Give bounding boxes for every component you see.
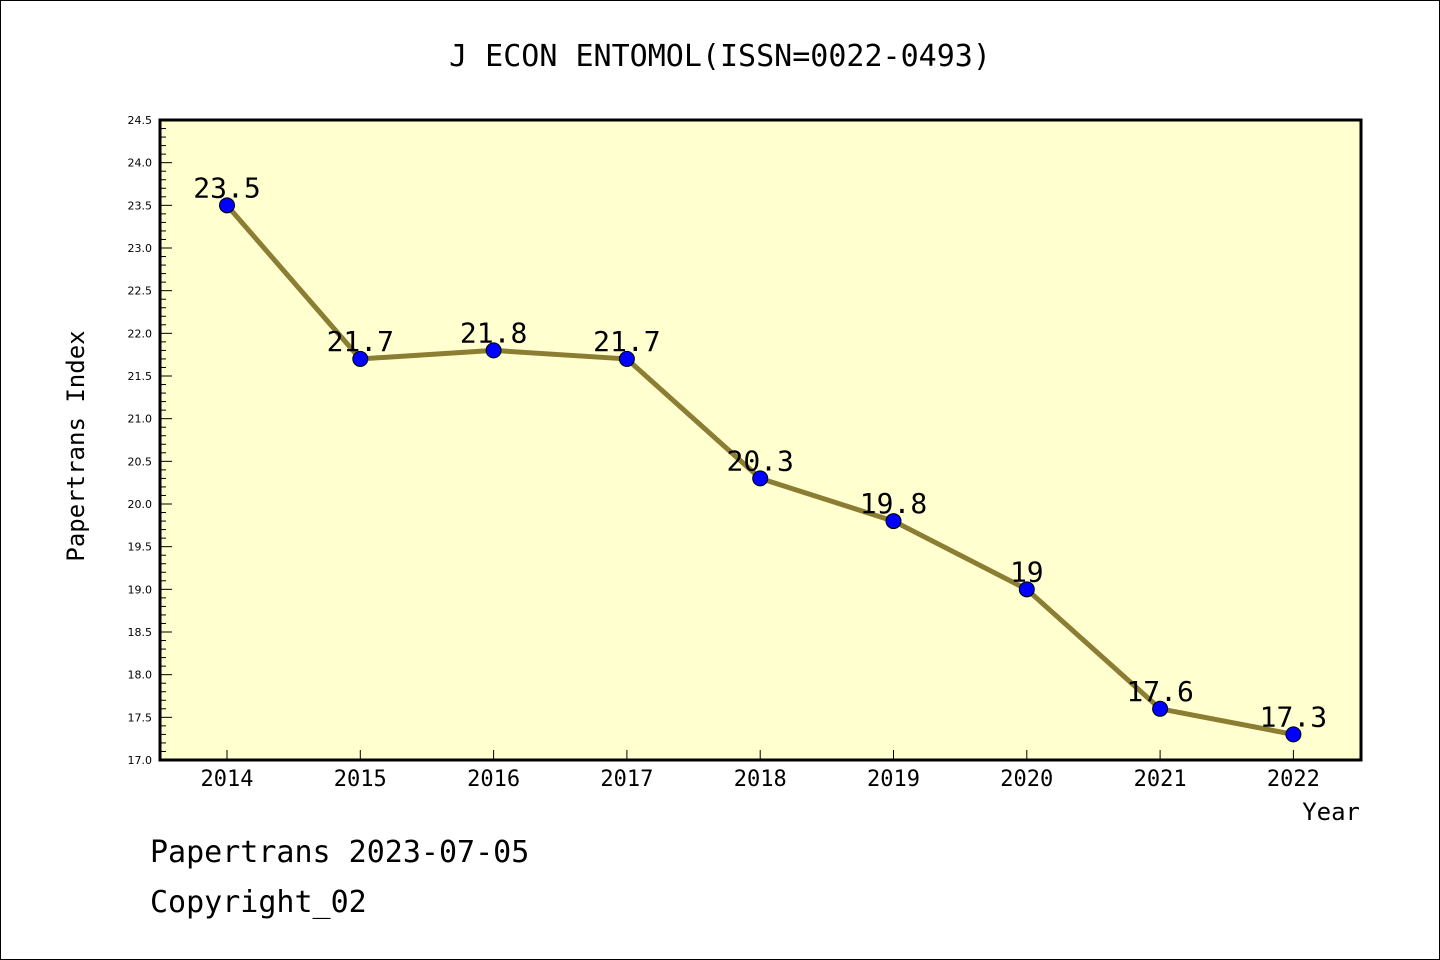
y-tick-label: 22.0 bbox=[128, 327, 153, 340]
data-label: 23.5 bbox=[193, 171, 260, 204]
x-tick-label: 2019 bbox=[867, 767, 920, 792]
x-axis-ticks: 2014 2015 2016 2017 2018 2019 2020 2021 2022 bbox=[201, 750, 1320, 792]
data-label: 19.8 bbox=[860, 487, 927, 520]
y-tick-label: 23.0 bbox=[128, 242, 153, 255]
data-point bbox=[885, 513, 902, 530]
data-point bbox=[1285, 726, 1302, 743]
x-tick-label: 2017 bbox=[600, 767, 653, 792]
x-tick-label: 2022 bbox=[1267, 767, 1320, 792]
data-labels: 23.5 21.7 21.8 21.7 20.3 19.8 19 17.6 17.3 bbox=[193, 171, 1327, 733]
data-point bbox=[1018, 581, 1035, 598]
x-tick-label: 2021 bbox=[1134, 767, 1187, 792]
data-point bbox=[1152, 700, 1169, 717]
x-axis-label: Year bbox=[1302, 798, 1360, 826]
data-label: 21.8 bbox=[460, 316, 527, 349]
x-tick-label: 2020 bbox=[1000, 767, 1053, 792]
y-tick-label: 20.0 bbox=[128, 498, 153, 511]
data-label: 21.7 bbox=[593, 325, 660, 358]
footer-copyright: Copyright_02 bbox=[150, 885, 367, 920]
y-tick-label: 19.5 bbox=[128, 541, 153, 554]
data-label: 19 bbox=[1010, 555, 1044, 588]
y-tick-label: 21.5 bbox=[128, 370, 153, 383]
y-tick-label: 24.0 bbox=[128, 157, 153, 170]
y-tick-label: 18.0 bbox=[128, 669, 153, 682]
plot-area bbox=[158, 118, 1363, 762]
data-label: 21.7 bbox=[327, 325, 394, 358]
data-point bbox=[752, 470, 769, 487]
data-label: 20.3 bbox=[726, 444, 793, 477]
y-tick-label: 24.5 bbox=[128, 114, 153, 127]
y-axis-label: Papertrans Index bbox=[62, 330, 90, 561]
y-tick-label: 18.5 bbox=[128, 626, 153, 639]
y-tick-label: 23.5 bbox=[128, 199, 153, 212]
chart-title: J ECON ENTOMOL(ISSN=0022-0493) bbox=[449, 39, 991, 74]
y-tick-label: 22.5 bbox=[128, 285, 153, 298]
data-point bbox=[352, 350, 369, 367]
y-tick-label: 20.5 bbox=[128, 455, 153, 468]
data-points bbox=[219, 197, 1302, 743]
data-point bbox=[219, 197, 235, 214]
y-axis-ticks: 17.0 17.5 18.0 18.5 19.0 19.5 20.0 20.5 21.0 21.5… bbox=[128, 114, 172, 767]
y-tick-label: 17.5 bbox=[128, 711, 153, 724]
data-point bbox=[485, 342, 502, 359]
x-tick-label: 2018 bbox=[734, 767, 787, 792]
x-tick-label: 2016 bbox=[467, 767, 520, 792]
y-tick-label: 17.0 bbox=[128, 754, 153, 767]
data-label: 17.3 bbox=[1260, 700, 1327, 733]
y-tick-label: 19.0 bbox=[128, 583, 153, 596]
data-label: 17.6 bbox=[1126, 675, 1193, 708]
footer-date: Papertrans 2023-07-05 bbox=[150, 835, 530, 870]
data-point bbox=[618, 350, 635, 367]
y-tick-label: 21.0 bbox=[128, 413, 153, 426]
x-tick-label: 2014 bbox=[201, 767, 254, 792]
x-tick-label: 2015 bbox=[334, 767, 387, 792]
